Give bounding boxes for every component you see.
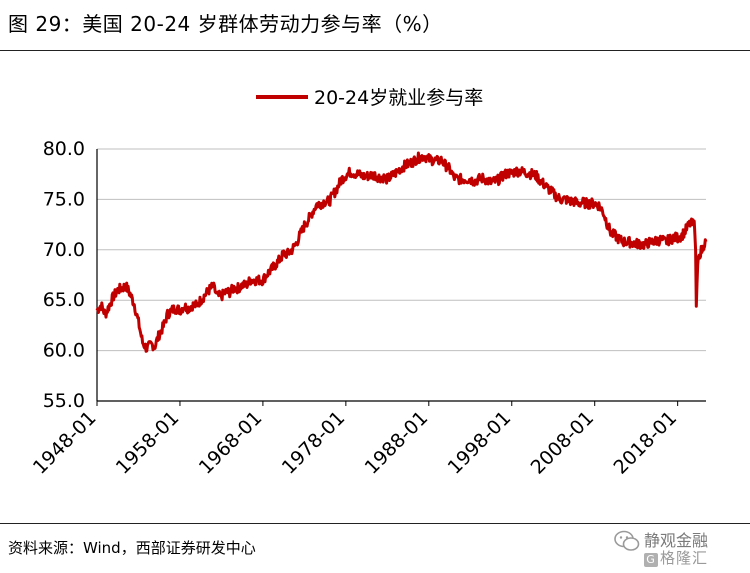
title-divider [0, 50, 750, 51]
y-tick-label: 70.0 [43, 239, 85, 261]
legend-label: 20-24岁就业参与率 [314, 87, 483, 109]
legend: 20-24岁就业参与率 [256, 87, 483, 109]
y-tick-label: 65.0 [43, 289, 85, 311]
x-tick-label: 2018-01 [609, 407, 681, 479]
x-tick-label: 1998-01 [444, 407, 516, 479]
watermark-line2-text: 格隆汇 [660, 549, 709, 567]
y-tick-label: 55.0 [43, 390, 85, 412]
x-tick-label: 1988-01 [361, 407, 433, 479]
watermark: 静观金融 G 格隆汇 [614, 523, 744, 569]
watermark-line1: 静观金融 [644, 531, 709, 550]
x-tick-label: 1978-01 [278, 407, 350, 479]
x-tick-label: 1968-01 [195, 407, 267, 479]
source-note: 资料来源：Wind，西部证券研发中心 [8, 539, 256, 557]
x-tick-label: 1958-01 [112, 407, 184, 479]
footer-divider [0, 523, 750, 524]
series-line [95, 151, 708, 353]
figure-title: 图 29：美国 20-24 岁群体劳动力参与率（%） [8, 12, 443, 36]
x-tick-label: 2008-01 [527, 407, 599, 479]
x-tick-label: 1948-01 [29, 407, 101, 479]
grid-layer [97, 148, 706, 352]
watermark-line2: G 格隆汇 [644, 547, 708, 568]
series-layer [95, 151, 708, 353]
y-tick-label: 60.0 [43, 340, 85, 362]
watermark-badge: G [644, 553, 658, 567]
y-tick-label: 80.0 [43, 138, 85, 160]
y-tick-label: 75.0 [43, 188, 85, 210]
wechat-icon [614, 530, 640, 551]
